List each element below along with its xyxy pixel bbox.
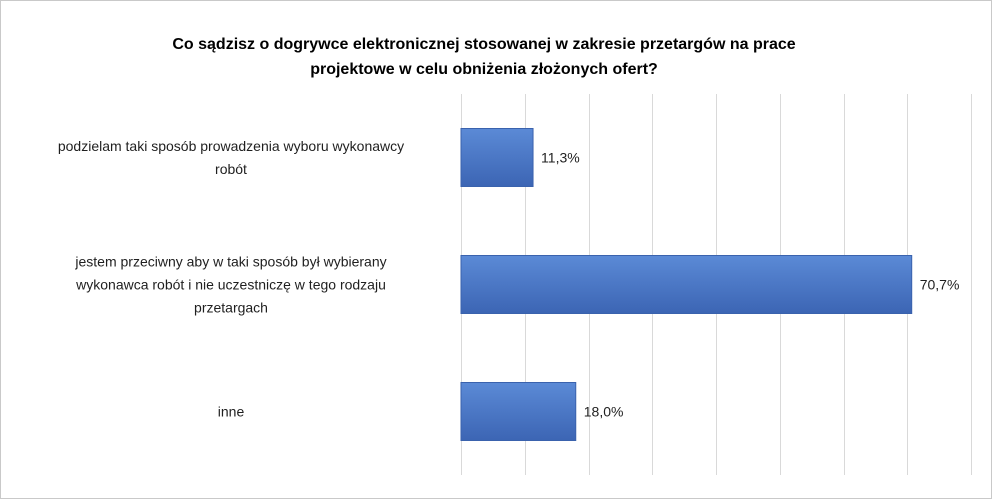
value-label-3: 18,0%: [584, 404, 624, 420]
category-label-3: inne: [218, 404, 245, 420]
bar-1: [460, 128, 534, 187]
value-label-1: 11,3%: [541, 150, 580, 166]
category-label-2: jestem przeciwny aby w taki sposób był w…: [74, 254, 386, 316]
chart-title-line-1: Co sądzisz o dogrywce elektronicznej sto…: [172, 36, 795, 53]
category-label-line: przetargach: [194, 300, 268, 316]
bars: [460, 128, 913, 441]
value-labels: 11,3% 70,7% 18,0%: [541, 150, 959, 420]
category-label-line: podzielam taki sposób prowadzenia wyboru…: [58, 138, 404, 154]
category-label-line: jestem przeciwny aby w taki sposób był w…: [74, 254, 386, 270]
category-label-1: podzielam taki sposób prowadzenia wyboru…: [58, 138, 404, 177]
category-label-line: wykonawca robót i nie uczestniczę w tego…: [75, 277, 386, 293]
category-label-line: inne: [218, 404, 245, 420]
bar-2: [460, 255, 913, 314]
category-labels: podzielam taki sposób prowadzenia wyboru…: [58, 138, 404, 420]
chart-title: Co sądzisz o dogrywce elektronicznej sto…: [172, 36, 795, 78]
bar-3: [460, 382, 577, 441]
value-label-2: 70,7%: [920, 277, 960, 293]
chart-title-line-2: projektowe w celu obniżenia złożonych of…: [310, 61, 658, 78]
category-label-line: robót: [215, 161, 247, 177]
